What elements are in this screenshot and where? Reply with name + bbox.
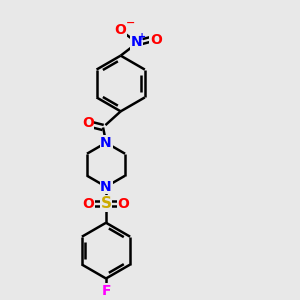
Text: F: F xyxy=(101,284,111,298)
Text: O: O xyxy=(82,197,94,211)
Text: N: N xyxy=(100,136,112,150)
Text: S: S xyxy=(100,196,112,211)
Text: −: − xyxy=(125,18,135,28)
Text: N: N xyxy=(100,180,112,194)
Text: N: N xyxy=(100,136,112,150)
Text: O: O xyxy=(150,32,162,46)
Text: O: O xyxy=(118,197,130,211)
Text: O: O xyxy=(115,23,127,37)
Text: +: + xyxy=(138,32,146,42)
Text: N: N xyxy=(131,35,142,50)
Text: O: O xyxy=(82,116,94,130)
